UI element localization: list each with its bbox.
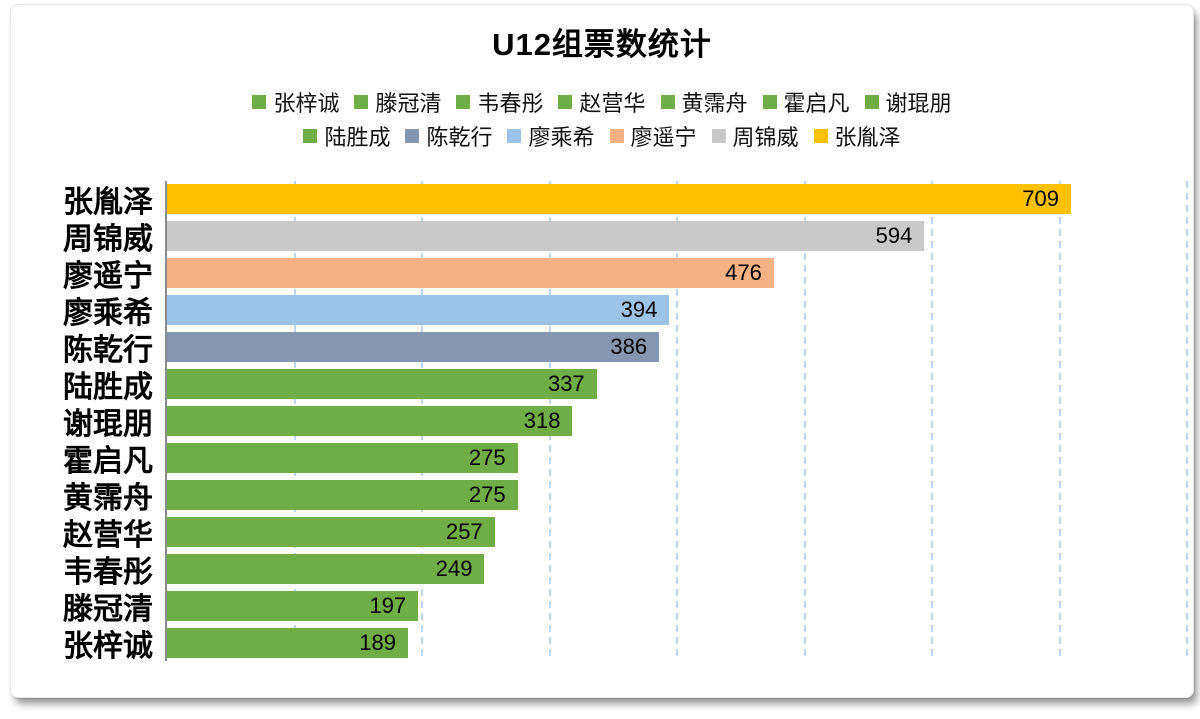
legend-label: 滕冠清	[375, 91, 442, 116]
value-label: 189	[359, 629, 396, 655]
category-label: 廖遥宁	[63, 260, 153, 294]
bar-row: 张胤泽 709	[63, 181, 1187, 219]
bar-row: 廖遥宁 476	[63, 255, 1187, 293]
category-label: 周锦威	[63, 223, 153, 257]
value-label: 337	[547, 371, 585, 397]
bar: 257	[167, 516, 495, 547]
legend-label: 霍启凡	[783, 91, 850, 116]
legend-label: 廖乘希	[528, 125, 595, 150]
legend-swatch-icon	[558, 95, 573, 109]
category-label: 滕冠清	[63, 592, 153, 626]
value-label: 257	[445, 518, 483, 544]
bar-row: 陆胜成 337	[63, 366, 1187, 404]
bar: 189	[167, 627, 408, 658]
bar: 337	[167, 369, 597, 400]
chart-card: U12组票数统计 张梓诚 滕冠清 韦春彤 赵营华 黄霈舟 霍启凡 谢琨朋 陆胜成 陈乾行 廖乘希廖…	[10, 4, 1194, 698]
legend-item: 韦春彤	[456, 86, 543, 118]
legend-swatch-icon	[507, 129, 522, 143]
legend-label: 周锦威	[732, 125, 799, 150]
legend-label: 谢琨朋	[885, 91, 952, 116]
bar-row: 霍启凡 275	[63, 439, 1187, 478]
bar: 394	[167, 295, 670, 326]
bar-chart: 张胤泽 709 周锦威 594 廖遥宁 476 廖乘希 394 陈乾行 386 陆胜成 337 谢琨朋 3…	[63, 181, 1188, 663]
bar-row: 滕冠清 197	[63, 587, 1187, 626]
legend-label: 张梓诚	[273, 91, 340, 116]
legend-swatch-icon	[252, 95, 267, 109]
bar: 594	[167, 221, 925, 252]
legend-row: 陆胜成 陈乾行 廖乘希 廖遥宁 周锦威 张胤泽	[303, 119, 901, 153]
plot-rows: 张胤泽 709 周锦威 594 廖遥宁 476 廖乘希 394 陈乾行 386 陆胜成 337 谢琨朋 3…	[63, 181, 1187, 663]
legend-item: 滕冠清	[354, 86, 441, 118]
bar-row: 陈乾行 386	[63, 329, 1187, 367]
bar: 318	[167, 405, 573, 436]
legend-item: 霍启凡	[762, 86, 850, 118]
bar: 709	[167, 184, 1071, 215]
bar: 197	[167, 590, 419, 621]
bar: 476	[167, 258, 774, 289]
legend-item: 周锦威	[711, 120, 799, 152]
category-label: 陈乾行	[63, 334, 153, 368]
legend-swatch-icon	[762, 95, 777, 109]
legend-item: 张胤泽	[813, 120, 901, 152]
value-label: 275	[468, 481, 506, 507]
bar-row: 黄霈舟 275	[63, 476, 1187, 515]
legend-label: 廖遥宁	[630, 125, 697, 150]
bar: 275	[167, 442, 518, 473]
value-label: 275	[468, 444, 506, 470]
legend: 张梓诚 滕冠清 韦春彤 赵营华 黄霈舟 霍启凡 谢琨朋陆胜成 陈乾行 廖乘希 廖遥宁 周锦威 张胤泽	[11, 85, 1193, 153]
legend-item: 陈乾行	[405, 120, 492, 152]
legend-item: 廖乘希	[507, 120, 595, 152]
value-label: 476	[725, 260, 762, 286]
value-label: 197	[369, 592, 407, 618]
legend-swatch-icon	[813, 129, 828, 143]
bar-row: 韦春彤 249	[63, 550, 1187, 589]
category-label: 张胤泽	[63, 186, 153, 220]
legend-swatch-icon	[711, 129, 726, 143]
legend-swatch-icon	[354, 95, 369, 109]
legend-item: 谢琨朋	[864, 86, 952, 118]
value-label: 249	[435, 555, 473, 581]
legend-label: 陈乾行	[426, 125, 493, 150]
legend-label: 赵营华	[579, 91, 646, 116]
category-label: 谢琨朋	[63, 408, 153, 441]
bar-row: 张梓诚 189	[63, 624, 1187, 663]
category-label: 廖乘希	[63, 297, 153, 331]
legend-item: 赵营华	[558, 86, 646, 118]
legend-swatch-icon	[456, 95, 471, 109]
bar: 386	[167, 332, 660, 363]
bar-row: 廖乘希 394	[63, 292, 1187, 330]
chart-title: U12组票数统计	[492, 27, 712, 62]
legend-item: 黄霈舟	[660, 86, 748, 118]
bar-row: 周锦威 594	[63, 218, 1187, 256]
bar-row: 谢琨朋 318	[63, 403, 1187, 441]
category-label: 霍启凡	[63, 444, 153, 478]
legend-swatch-icon	[303, 129, 318, 143]
legend-item: 张梓诚	[252, 86, 339, 118]
value-label: 394	[620, 297, 658, 323]
category-label: 张梓诚	[63, 629, 153, 663]
legend-label: 黄霈舟	[681, 91, 748, 116]
category-label: 韦春彤	[63, 555, 153, 589]
category-label: 赵营华	[63, 518, 153, 552]
category-label: 陆胜成	[63, 371, 153, 405]
legend-label: 陆胜成	[324, 125, 391, 150]
legend-swatch-icon	[864, 95, 879, 109]
value-label: 709	[1022, 186, 1059, 212]
category-label: 黄霈舟	[63, 481, 153, 515]
legend-swatch-icon	[660, 95, 675, 109]
value-label: 594	[875, 223, 913, 249]
legend-swatch-icon	[609, 129, 624, 143]
legend-item: 陆胜成	[303, 120, 390, 152]
legend-item: 廖遥宁	[609, 120, 697, 152]
legend-label: 张胤泽	[834, 125, 901, 150]
bar: 249	[167, 553, 485, 584]
value-label: 318	[523, 407, 561, 433]
bar-row: 赵营华 257	[63, 513, 1187, 552]
legend-label: 韦春彤	[477, 91, 544, 116]
legend-swatch-icon	[405, 129, 420, 143]
value-label: 386	[610, 334, 648, 360]
bar: 275	[167, 479, 518, 510]
legend-row: 张梓诚 滕冠清 韦春彤 赵营华 黄霈舟 霍启凡 谢琨朋	[252, 85, 952, 119]
